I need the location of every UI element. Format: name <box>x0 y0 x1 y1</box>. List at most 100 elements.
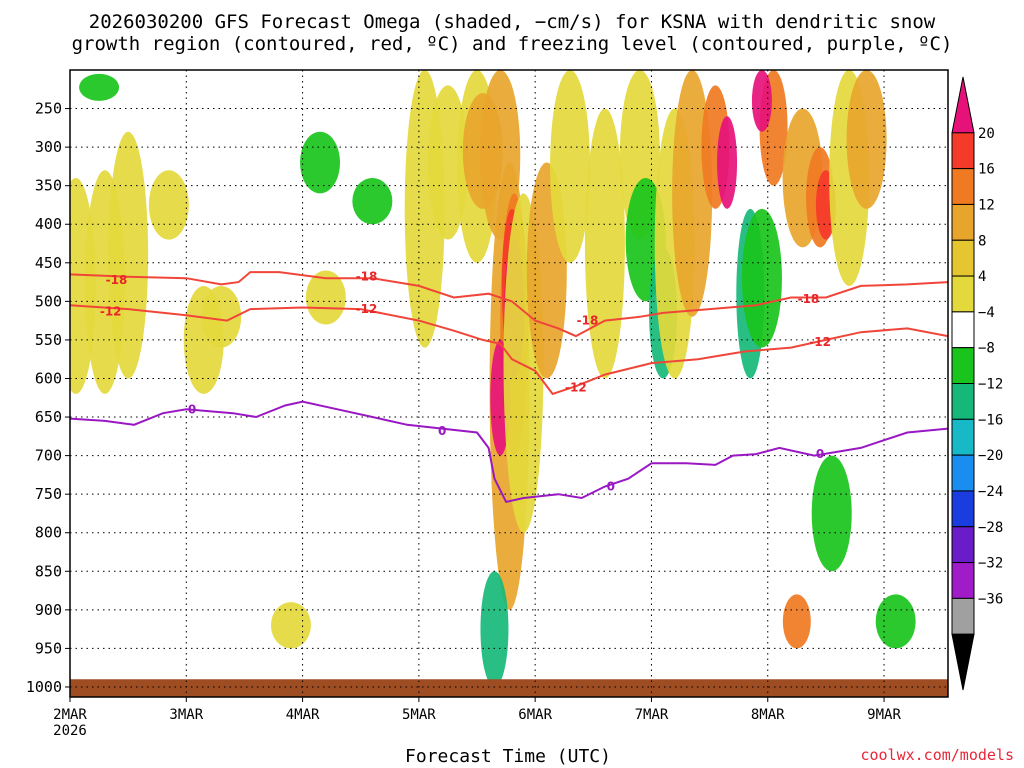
colorbar-label: 4 <box>978 269 986 285</box>
x-axis-label: Forecast Time (UTC) <box>405 746 611 767</box>
contour-label: -18 <box>356 270 378 284</box>
omega-cell <box>550 70 591 263</box>
colorbar-swatch <box>951 454 975 492</box>
colorbar-swatch <box>951 168 975 205</box>
shading-layer: -18 -18 -18 -18 -12 -12 -12 -12 0 0 0 0 <box>70 70 948 697</box>
contour-label: -18 <box>798 292 820 306</box>
y-tick-label: 600 <box>35 369 62 387</box>
x-tick-label: 4MAR <box>286 707 320 723</box>
colorbar-label: 20 <box>978 126 995 142</box>
colorbar-swatch <box>951 132 975 170</box>
x-tick-label: 7MAR <box>635 707 669 723</box>
omega-cell <box>846 70 887 209</box>
contour-label: -18 <box>577 314 599 328</box>
y-tick-label: 450 <box>35 254 62 272</box>
omega-cell <box>148 170 189 240</box>
omega-cell <box>811 455 852 572</box>
contour-label: 0 <box>816 447 824 461</box>
omega-cell <box>427 85 468 240</box>
colorbar-swatch <box>951 562 975 599</box>
omega-cell <box>751 70 772 132</box>
x-tick-label: 2MAR <box>53 707 87 723</box>
colorbar-label: −16 <box>978 412 1003 428</box>
omega-cell <box>79 73 120 101</box>
omega-cell <box>717 116 738 209</box>
colorbar-label: −12 <box>978 377 1003 393</box>
y-tick-label: 400 <box>35 215 62 233</box>
dgz-contour-line <box>70 271 948 338</box>
y-tick-label: 350 <box>35 177 62 195</box>
colorbar-label: −8 <box>978 341 995 357</box>
colorbar-swatch <box>951 203 975 241</box>
contour-label: 0 <box>607 479 615 493</box>
omega-cell <box>108 131 149 379</box>
credit-link[interactable]: coolwx.com/models <box>860 746 1014 764</box>
colorbar-label: 8 <box>978 233 986 249</box>
colorbar-swatch <box>951 275 975 313</box>
colorbar-swatch <box>951 597 975 635</box>
colorbar-label: 12 <box>978 197 995 213</box>
axes: 250 300 350 400 450 500 550 600 650 700 750 800 850 9… <box>26 69 949 739</box>
y-tick-label: 900 <box>35 601 62 619</box>
colorbar-swatch <box>951 347 975 384</box>
contour-label: -12 <box>100 304 122 318</box>
omega-cell <box>584 108 625 379</box>
colorbar: 20 16 12 8 4 −4 −8 −12 −16 −20 −24 −28 −32 −36 <box>951 76 1003 691</box>
colorbar-swatch <box>951 490 975 528</box>
omega-cell <box>270 602 311 649</box>
y-tick-label: 650 <box>35 408 62 426</box>
colorbar-label: −4 <box>978 305 995 321</box>
contour-label: 0 <box>188 402 196 416</box>
y-tick-label: 250 <box>35 100 62 118</box>
colorbar-swatch <box>951 383 975 420</box>
colorbar-label: −24 <box>978 484 1003 500</box>
y-tick-label: 550 <box>35 331 62 349</box>
x-year-label: 2026 <box>53 723 87 739</box>
contour-label: 0 <box>438 424 446 438</box>
omega-cell <box>352 177 393 225</box>
x-tick-label: 8MAR <box>751 707 785 723</box>
colorbar-label: −36 <box>978 591 1003 607</box>
omega-cell <box>741 208 782 348</box>
y-tick-label: 1000 <box>26 678 62 696</box>
colorbar-cap-bottom <box>951 633 975 691</box>
y-tick-label: 750 <box>35 485 62 503</box>
y-tick-label: 850 <box>35 562 62 580</box>
colorbar-swatch <box>951 239 975 277</box>
omega-cell <box>305 270 346 325</box>
contour-label: -12 <box>809 335 831 349</box>
colorbar-label: −32 <box>978 556 1003 572</box>
surface-band <box>70 679 948 697</box>
y-tick-label: 800 <box>35 524 62 542</box>
colorbar-swatch <box>951 311 975 349</box>
omega-cell <box>300 131 341 194</box>
chart-title-line2: growth region (contoured, red, ºC) and f… <box>72 33 953 55</box>
colorbar-label: −28 <box>978 520 1003 536</box>
x-tick-label: 3MAR <box>169 707 203 723</box>
colorbar-label: 16 <box>978 162 995 178</box>
chart-title-line1: 2026030200 GFS Forecast Omega (shaded, −… <box>89 11 936 33</box>
y-tick-label: 700 <box>35 447 62 465</box>
omega-cell <box>201 285 242 348</box>
omega-cell <box>875 594 916 649</box>
omega-cell <box>782 594 811 649</box>
x-tick-label: 5MAR <box>402 707 436 723</box>
y-tick-label: 950 <box>35 639 62 657</box>
colorbar-swatch <box>951 526 975 564</box>
x-tick-label: 9MAR <box>867 707 901 723</box>
colorbar-label: −20 <box>978 448 1003 464</box>
x-tick-label: 6MAR <box>518 707 552 723</box>
contour-label: -18 <box>106 273 128 287</box>
omega-cell <box>480 571 509 687</box>
freezing-level-line <box>70 400 948 504</box>
dgz-contour-line <box>70 304 948 396</box>
contour-label: -12 <box>356 302 378 316</box>
plot-frame <box>69 69 949 698</box>
y-tick-label: 500 <box>35 292 62 310</box>
contour-label: -12 <box>565 381 587 395</box>
colorbar-swatch <box>951 418 975 456</box>
plot-area: -18 -18 -18 -18 -12 -12 -12 -12 0 0 0 0 <box>70 70 948 697</box>
colorbar-cap-top <box>951 76 975 134</box>
y-tick-label: 300 <box>35 138 62 156</box>
